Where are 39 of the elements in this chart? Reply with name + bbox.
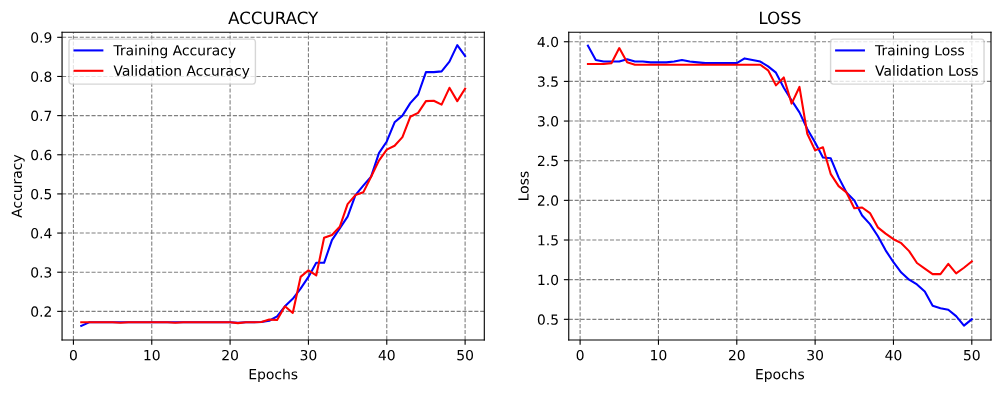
y-tick-label: 1.0 — [538, 274, 559, 286]
y-tick-label: 0.5 — [537, 314, 558, 325]
y-tick-label: 3.0 — [538, 116, 559, 127]
y-tick-label: 0.9 — [31, 32, 52, 43]
y-tick-label: 3.5 — [538, 76, 558, 87]
y-tick-label: 0.4 — [31, 228, 52, 239]
line-series — [80, 86, 467, 325]
chart-title: LOSS — [760, 11, 801, 25]
x-tick-label: 20 — [728, 349, 745, 361]
x-tick-label: 10 — [651, 349, 667, 361]
x-axis-title: Epochs — [249, 368, 298, 383]
x-tick-label: 50 — [457, 349, 474, 361]
y-tick-label: 0.6 — [31, 149, 52, 161]
x-tick-label: 0 — [576, 349, 584, 361]
y-tick-label: 0.5 — [31, 188, 52, 200]
x-tick-label: 10 — [144, 349, 160, 361]
y-tick-label: 0.2 — [31, 306, 51, 317]
y-tick-label: 4.0 — [537, 36, 559, 48]
legend-label: Training Loss — [874, 44, 965, 59]
x-tick-label: 40 — [885, 349, 902, 361]
y-tick-label: 0.8 — [31, 71, 52, 82]
y-tick-label: 0.7 — [31, 110, 52, 122]
legend-label: Validation Loss — [875, 65, 978, 76]
x-tick-label: 30 — [300, 349, 317, 361]
y-tick-label: 2.0 — [537, 195, 559, 206]
x-tick-label: 20 — [222, 349, 239, 361]
y-tick-label: 0.3 — [31, 267, 52, 278]
y-axis-title: Accuracy — [11, 154, 25, 218]
y-axis-title: Loss — [518, 171, 529, 200]
x-tick-label: 30 — [807, 349, 824, 361]
legend-label: Validation Accuracy — [113, 65, 250, 79]
x-tick-label: 0 — [69, 349, 77, 361]
x-tick-label: 50 — [964, 349, 980, 361]
chart-title: ACCURACY — [228, 11, 319, 25]
legend-label: Training Accuracy — [113, 44, 236, 59]
x-axis-title: Epochs — [756, 368, 805, 383]
y-tick-label: 1.5 — [538, 235, 558, 246]
y-tick-label: 2.5 — [537, 155, 558, 167]
x-tick-label: 40 — [378, 349, 395, 361]
